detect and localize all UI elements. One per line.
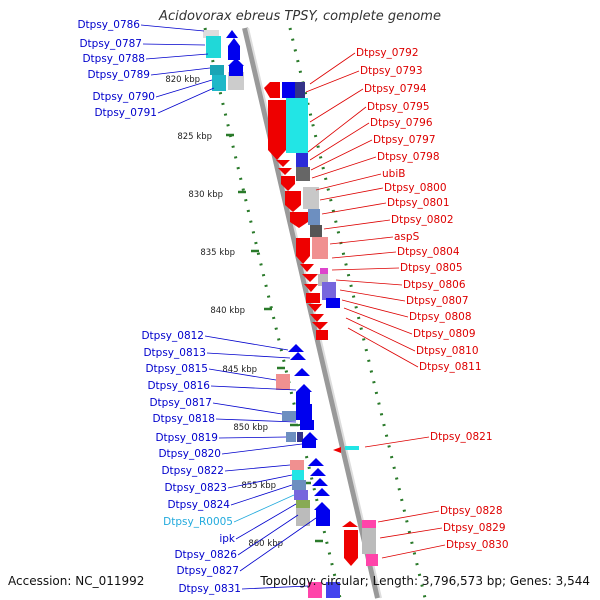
gene-label[interactable]: Dtpsy_0818 [152,413,215,425]
gene-label[interactable]: ubiB [382,168,405,180]
gene-label[interactable]: Dtpsy_0792 [356,47,419,59]
kbp-label: 825 kbp [177,132,212,142]
gene-label[interactable]: Dtpsy_0823 [164,482,227,494]
gene-label[interactable]: Dtpsy_0822 [161,465,224,477]
gene-label-rna[interactable]: Dtpsy_R0005 [163,516,233,528]
gene-label[interactable]: Dtpsy_0819 [155,432,218,444]
kbp-label: 855 kbp [241,481,276,491]
right-gene-labels: Dtpsy_0792 Dtpsy_0793 Dtpsy_0794 Dtpsy_0… [305,47,509,559]
gene-label[interactable]: Dtpsy_0831 [178,583,241,595]
accession-text: Accession: NC_011992 [8,574,144,588]
gene-label[interactable]: Dtpsy_0806 [403,279,466,291]
gene-label[interactable]: Dtpsy_0800 [384,182,447,194]
gene-label[interactable]: Dtpsy_0790 [92,91,155,103]
left-gene-labels: Dtpsy_0786 Dtpsy_0787 Dtpsy_0788 Dtpsy_0… [77,19,317,595]
gene-label[interactable]: Dtpsy_0813 [143,347,206,359]
gene-label[interactable]: Dtpsy_0820 [158,448,221,460]
gene-label[interactable]: Dtpsy_0817 [149,397,212,409]
gene-label[interactable]: Dtpsy_0794 [364,83,427,95]
genome-backbone [242,27,381,599]
gene-label[interactable]: Dtpsy_0788 [82,53,145,65]
gene-label[interactable]: Dtpsy_0789 [87,69,150,81]
kbp-label: 850 kbp [233,423,268,433]
gene-label[interactable]: Dtpsy_0802 [391,214,454,226]
gene-label[interactable]: ipk [219,533,236,545]
gene-label[interactable]: Dtpsy_0793 [360,65,423,77]
kbp-label: 845 kbp [222,365,257,375]
kbp-label: 840 kbp [210,306,245,316]
gene-label[interactable]: Dtpsy_0808 [409,311,472,323]
gene-label[interactable]: Dtpsy_0812 [141,330,204,342]
gene-cluster-right [264,82,340,340]
topology-text: Topology: circular; Length: 3,796,573 bp… [259,574,590,588]
gene-label[interactable]: Dtpsy_0811 [419,361,482,373]
gene-label[interactable]: Dtpsy_0830 [446,539,509,551]
kbp-label: 830 kbp [188,190,223,200]
gene-label[interactable]: Dtpsy_0816 [147,380,210,392]
gene-label[interactable]: Dtpsy_0807 [406,295,469,307]
gene-cluster-bottom-right [333,446,378,566]
gene-cluster-mid-left [276,344,340,598]
gene-label[interactable]: Dtpsy_0798 [377,151,440,163]
gene-label[interactable]: Dtpsy_0821 [430,431,493,443]
gene-label[interactable]: Dtpsy_0791 [94,107,157,119]
kbp-label: 820 kbp [165,75,200,85]
kbp-label: 860 kbp [248,539,283,549]
gene-label[interactable]: Dtpsy_0804 [397,246,460,258]
gene-label[interactable]: Dtpsy_0815 [145,363,208,375]
gene-label[interactable]: Dtpsy_0805 [400,262,463,274]
gene-label[interactable]: Dtpsy_0795 [367,101,430,113]
gene-label[interactable]: Dtpsy_0829 [443,522,506,534]
map-title: Acidovorax ebreus TPSY, complete genome [158,9,441,24]
gene-cluster-top-left [203,30,244,91]
gene-label[interactable]: Dtpsy_0797 [373,134,436,146]
gene-label[interactable]: Dtpsy_0827 [176,565,239,577]
gene-label[interactable]: Dtpsy_0828 [440,505,503,517]
gene-label[interactable]: Dtpsy_0796 [370,117,433,129]
kbp-label: 835 kbp [200,248,235,258]
gene-label[interactable]: aspS [394,231,420,243]
gene-label[interactable]: Dtpsy_0801 [387,197,450,209]
gene-label[interactable]: Dtpsy_0824 [167,499,230,511]
kbp-marks: 820 kbp 825 kbp 830 kbp 835 kbp 840 kbp … [165,75,323,549]
gene-label[interactable]: Dtpsy_0787 [79,38,142,50]
gene-label[interactable]: Dtpsy_0809 [413,328,476,340]
gene-label[interactable]: Dtpsy_0786 [77,19,140,31]
gene-label[interactable]: Dtpsy_0826 [174,549,237,561]
gene-label[interactable]: Dtpsy_0810 [416,345,479,357]
